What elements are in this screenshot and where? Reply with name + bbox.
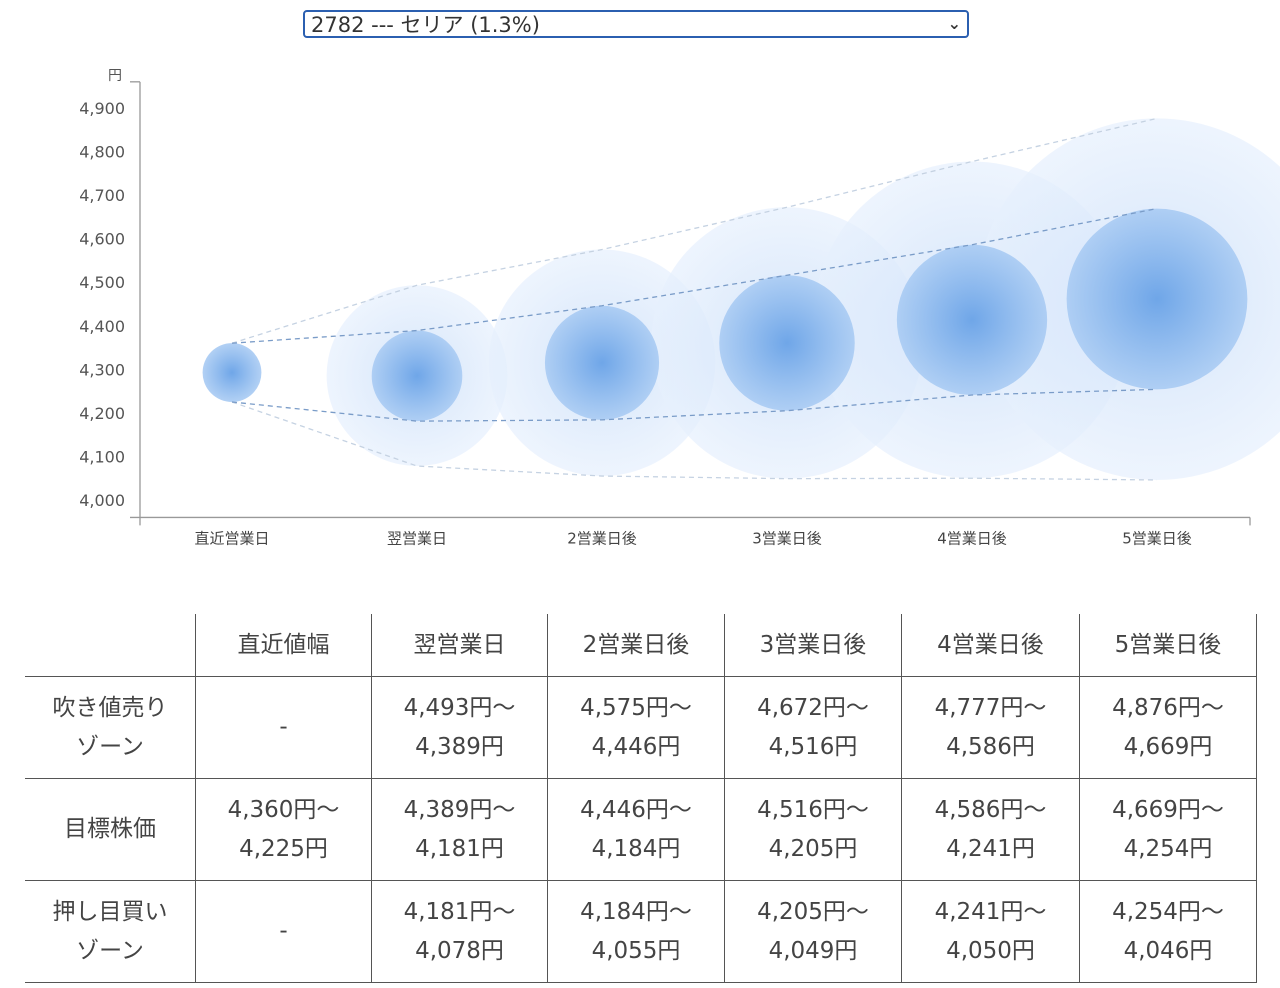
forecast-table: 直近値幅 翌営業日 2営業日後 3営業日後 4営業日後 5営業日後 吹き値売り ゾーン -4,… bbox=[25, 614, 1257, 983]
y-tick-label: 4,000 bbox=[79, 491, 125, 510]
table-cell: 4,669円〜 4,254円 bbox=[1079, 778, 1257, 881]
table-cell: - bbox=[195, 676, 372, 779]
y-tick-label: 4,700 bbox=[79, 186, 125, 205]
row-header: 目標株価 bbox=[25, 778, 196, 881]
y-tick-label: 4,900 bbox=[79, 99, 125, 118]
forecast-chart: 円 4,000 4,100 4,200 4,300 4,400 4,500 4,600 4,70… bbox=[79, 68, 1280, 547]
table-cell: 4,586円〜 4,241円 bbox=[901, 778, 1080, 881]
y-tick-label: 4,400 bbox=[79, 317, 125, 336]
table-cell: 4,446円〜 4,184円 bbox=[547, 778, 725, 881]
table-row: 目標株価 4,360円〜 4,225円 4,389円〜 4,181円 4,446円〜 4,1… bbox=[25, 778, 1257, 881]
row-header: 押し目買い ゾーン bbox=[25, 880, 196, 983]
table-cell: 4,672円〜 4,516円 bbox=[724, 676, 902, 779]
x-tick-label: 直近営業日 bbox=[194, 529, 269, 547]
buy-low-line bbox=[231, 401, 1158, 481]
column-header: 4営業日後 bbox=[901, 614, 1080, 677]
sell-high-line bbox=[231, 117, 1158, 344]
table-row: 吹き値売り ゾーン -4,493円〜 4,389円 4,575円〜 4,446円 4,672… bbox=[25, 676, 1257, 779]
table-row: 押し目買い ゾーン -4,181円〜 4,078円 4,184円〜 4,055円 4,205… bbox=[25, 880, 1257, 983]
stock-select[interactable]: 2782 --- セリア (1.3%) ⌄ bbox=[303, 10, 969, 38]
y-tick-label: 4,500 bbox=[79, 273, 125, 292]
y-tick-label: 4,600 bbox=[79, 230, 125, 249]
y-tick-label: 4,200 bbox=[79, 404, 125, 423]
target-bubble bbox=[719, 275, 855, 411]
table-cell: 4,254円〜 4,046円 bbox=[1079, 880, 1257, 983]
column-header: 5営業日後 bbox=[1079, 614, 1257, 677]
table-cell: 4,516円〜 4,205円 bbox=[724, 778, 902, 881]
table-cell: 4,181円〜 4,078円 bbox=[371, 880, 548, 983]
table-cell: 4,493円〜 4,389円 bbox=[371, 676, 548, 779]
target-low-line bbox=[231, 388, 1158, 422]
x-tick-label: 2営業日後 bbox=[567, 529, 637, 547]
table-cell: 4,184円〜 4,055円 bbox=[547, 880, 725, 983]
table-cell: 4,205円〜 4,049円 bbox=[724, 880, 902, 983]
target-bubble bbox=[371, 330, 463, 422]
chevron-down-icon: ⌄ bbox=[947, 14, 961, 33]
column-header: 2営業日後 bbox=[547, 614, 725, 677]
column-header: 直近値幅 bbox=[195, 614, 372, 677]
table-cell: 4,389円〜 4,181円 bbox=[371, 778, 548, 881]
row-header: 吹き値売り ゾーン bbox=[25, 676, 196, 779]
y-tick-label: 4,300 bbox=[79, 360, 125, 379]
column-header: 3営業日後 bbox=[724, 614, 902, 677]
target-high-line bbox=[231, 207, 1158, 344]
y-tick-label: 4,800 bbox=[79, 143, 125, 162]
table-cell: 4,777円〜 4,586円 bbox=[901, 676, 1080, 779]
y-tick-label: 4,100 bbox=[79, 447, 125, 466]
target-bubble bbox=[544, 305, 660, 420]
x-tick-label: 3営業日後 bbox=[752, 529, 822, 547]
target-bubble bbox=[896, 244, 1048, 396]
target-bubble bbox=[1066, 208, 1248, 390]
x-tick-label: 翌営業日 bbox=[387, 529, 447, 547]
table-cell: 4,241円〜 4,050円 bbox=[901, 880, 1080, 983]
column-header bbox=[25, 614, 196, 677]
target-bubble bbox=[202, 343, 262, 402]
x-tick-label: 5営業日後 bbox=[1122, 529, 1192, 547]
table-cell: 4,575円〜 4,446円 bbox=[547, 676, 725, 779]
table-cell: - bbox=[195, 880, 372, 983]
table-cell: 4,876円〜 4,669円 bbox=[1079, 676, 1257, 779]
y-axis-unit-label: 円 bbox=[108, 68, 122, 84]
table-cell: 4,360円〜 4,225円 bbox=[195, 778, 372, 881]
x-tick-label: 4営業日後 bbox=[937, 529, 1007, 547]
column-header: 翌営業日 bbox=[371, 614, 548, 677]
stock-select-value: 2782 --- セリア (1.3%) bbox=[311, 13, 540, 37]
